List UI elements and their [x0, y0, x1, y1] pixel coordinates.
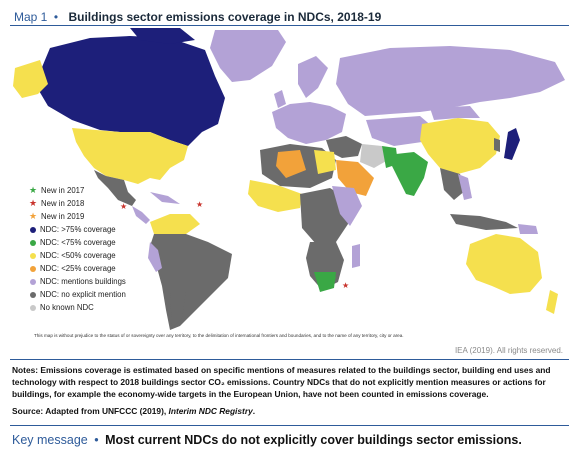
navy-circle-icon — [30, 226, 36, 233]
source-title: Interim NDC Registry — [168, 406, 253, 416]
source-line: Source: Adapted from UNFCCC (2019), Inte… — [12, 406, 255, 416]
china — [420, 118, 500, 174]
mexico — [94, 170, 136, 206]
scandinavia — [298, 56, 328, 98]
new-2018-star-icon: ★ — [196, 200, 203, 209]
legend-item: NDC: >75% coverage — [28, 223, 198, 236]
legend-item: NDC: no explicit mention — [28, 288, 198, 301]
new-2017-star-icon: ★ — [330, 274, 337, 283]
madagascar — [352, 244, 360, 268]
west-africa — [248, 180, 302, 212]
south-africa — [314, 272, 336, 292]
legend-item: NDC: <50% coverage — [28, 249, 198, 262]
legend-label: NDC: >75% coverage — [40, 225, 116, 234]
arctic-islands — [130, 28, 195, 44]
red-star-icon: ★ — [28, 198, 38, 208]
source-prefix: Source: Adapted from UNFCCC (2019), — [12, 406, 169, 416]
canada — [35, 36, 225, 146]
world-map: ★ ★ ★ ★ — [10, 28, 569, 333]
east-africa — [332, 186, 362, 226]
legend-item: NDC: mentions buildings — [28, 275, 198, 288]
map-title: Buildings sector emissions coverage in N… — [68, 10, 382, 24]
green-circle-icon — [30, 239, 36, 246]
india — [392, 152, 428, 196]
legend-label: New in 2017 — [41, 186, 85, 195]
papua — [518, 224, 538, 234]
legend-label: No known NDC — [40, 303, 94, 312]
japan — [504, 128, 520, 160]
key-message-label: Key message — [12, 433, 88, 447]
new-zealand — [546, 290, 558, 314]
central-africa — [300, 188, 348, 244]
legend-item: ★ New in 2019 — [28, 210, 198, 223]
map-legend: ★ New in 2017 ★ New in 2018 ★ New in 201… — [28, 184, 198, 314]
map-header: Map 1 • Buildings sector emissions cover… — [14, 8, 565, 28]
egypt — [314, 150, 336, 174]
greenland — [210, 30, 286, 82]
copyright-credit: IEA (2019). All rights reserved. — [454, 346, 563, 355]
key-message: Key message • Most current NDCs do not e… — [12, 433, 522, 447]
dark-grey-circle-icon — [30, 291, 36, 298]
legend-label: NDC: <25% coverage — [40, 264, 116, 273]
central-america — [132, 206, 150, 224]
legend-item: No known NDC — [28, 301, 198, 314]
legend-item: ★ New in 2018 — [28, 197, 198, 210]
orange-circle-icon — [30, 265, 36, 272]
bullet-dot-icon: • — [53, 10, 59, 24]
indonesia — [450, 214, 518, 230]
top-rule — [10, 25, 569, 26]
map-disclaimer: This map is without prejudice to the sta… — [34, 333, 404, 338]
notes-text: Notes: Emissions coverage is estimated b… — [12, 365, 551, 399]
legend-label: NDC: <75% coverage — [40, 238, 116, 247]
saudi-arabia — [336, 160, 374, 196]
new-2018-star-icon: ★ — [120, 202, 127, 211]
peru — [148, 242, 162, 272]
orange-star-icon: ★ — [28, 211, 38, 221]
legend-item: ★ New in 2017 — [28, 184, 198, 197]
russia — [336, 46, 565, 116]
map-label: Map 1 — [14, 10, 48, 24]
middle-east — [326, 136, 362, 158]
argentina — [170, 290, 186, 328]
iran — [360, 144, 388, 168]
legend-label: NDC: mentions buildings — [40, 277, 126, 286]
legend-label: New in 2019 — [41, 212, 85, 221]
legend-label: NDC: <50% coverage — [40, 251, 116, 260]
caribbean — [150, 192, 180, 204]
korea — [494, 138, 500, 152]
world-map-svg: ★ ★ ★ ★ — [13, 28, 565, 330]
vietnam — [458, 174, 472, 200]
source-suffix: . — [252, 406, 256, 416]
legend-item: NDC: <75% coverage — [28, 236, 198, 249]
bullet-dot-icon: • — [94, 433, 99, 447]
alaska — [13, 60, 48, 98]
yellow-circle-icon — [30, 252, 36, 259]
legend-label: NDC: no explicit mention — [40, 290, 126, 299]
lavender-circle-icon — [30, 278, 36, 285]
uk — [274, 90, 286, 108]
green-star-icon: ★ — [28, 185, 38, 195]
legend-item: NDC: <25% coverage — [28, 262, 198, 275]
south-america — [150, 234, 232, 330]
mongolia — [430, 106, 480, 120]
legend-label: New in 2018 — [41, 199, 85, 208]
key-message-text: Most current NDCs do not explicitly cove… — [105, 433, 522, 447]
key-rule — [10, 425, 569, 426]
light-grey-circle-icon — [30, 304, 36, 311]
europe — [272, 102, 346, 144]
usa — [72, 128, 188, 184]
new-2019-star-icon: ★ — [342, 281, 349, 290]
pakistan — [382, 146, 398, 168]
venezuela-colombia — [150, 214, 200, 238]
algeria — [276, 150, 306, 178]
central-asia — [366, 116, 434, 146]
australia — [466, 234, 542, 294]
middle-rule — [10, 359, 569, 360]
